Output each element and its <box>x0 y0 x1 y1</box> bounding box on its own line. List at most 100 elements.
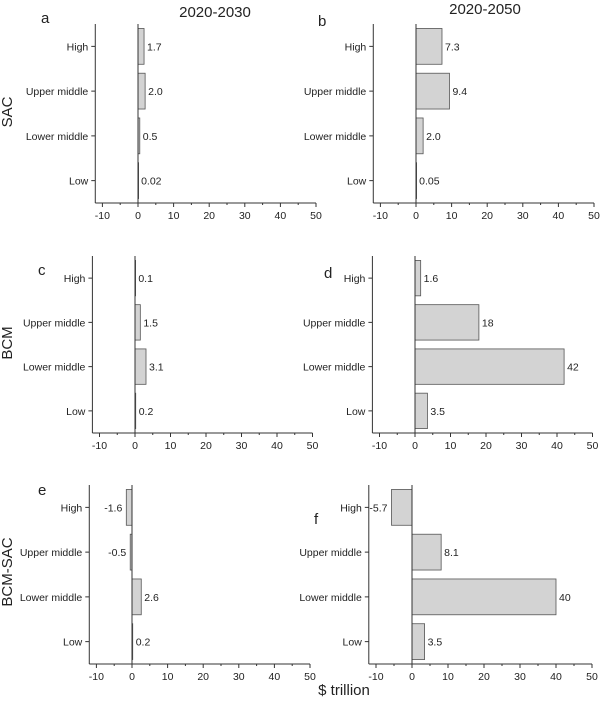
value-label: 1.6 <box>424 273 439 285</box>
value-label: 8.1 <box>444 547 459 559</box>
value-label: 42 <box>567 362 579 374</box>
category-label: Upper middle <box>23 317 86 329</box>
value-label: 0.05 <box>419 176 440 188</box>
category-label: High <box>345 41 367 53</box>
x-tick-label: -10 <box>373 210 388 222</box>
panel-d: d High 1.6 Upper middle 18 Lower middle 42 Low 3… <box>303 256 599 452</box>
value-label: 3.5 <box>428 637 443 649</box>
row-title-bcm-sac: BCM-SAC <box>0 537 16 606</box>
bar <box>414 348 565 385</box>
x-tick-label: 50 <box>587 440 599 452</box>
bar <box>415 72 450 110</box>
value-label: 2.0 <box>148 86 163 98</box>
x-tick-label: -10 <box>372 440 387 452</box>
panels-group: a High 1.7 Upper middle 2.0 Lower middle 0.5 Lo… <box>20 10 600 683</box>
value-label: 0.2 <box>136 637 151 649</box>
category-label: Upper middle <box>26 86 89 98</box>
value-label: 40 <box>559 592 571 604</box>
x-tick-label: 20 <box>478 671 490 683</box>
category-label: Upper middle <box>303 317 366 329</box>
x-tick-label: 40 <box>271 440 283 452</box>
x-tick-label: 40 <box>551 440 563 452</box>
x-tick-label: 10 <box>168 210 180 222</box>
column-title-right: 2020-2050 <box>449 1 521 18</box>
panel-e: e High -1.6 Upper middle -0.5 Lower middle 2.6… <box>20 482 316 683</box>
x-tick-label: 0 <box>135 210 141 222</box>
value-label: 1.7 <box>147 41 162 53</box>
category-label: Low <box>347 176 367 188</box>
panel-b: b High 7.3 Upper middle 9.4 Lower middle 2.0 Lo… <box>304 13 600 222</box>
value-label: 0.02 <box>141 176 162 188</box>
x-tick-label: 10 <box>162 671 174 683</box>
bar <box>137 28 145 65</box>
bar <box>411 578 557 616</box>
category-label: Lower middle <box>26 131 89 143</box>
x-tick-label: 10 <box>165 440 177 452</box>
bar <box>414 304 480 341</box>
x-tick-label: -10 <box>89 671 104 683</box>
x-tick-label: 0 <box>413 210 419 222</box>
x-tick-label: 30 <box>516 440 528 452</box>
bar <box>411 623 426 660</box>
x-tick-label: -10 <box>92 440 107 452</box>
value-label: 0.5 <box>143 131 158 143</box>
x-tick-label: 30 <box>239 210 251 222</box>
category-label: High <box>344 273 366 285</box>
value-label: 18 <box>482 317 494 329</box>
category-label: Lower middle <box>304 131 367 143</box>
bar <box>415 117 424 155</box>
panel-letter: b <box>318 13 326 30</box>
category-label: Lower middle <box>23 362 86 374</box>
x-tick-label: 30 <box>517 210 529 222</box>
category-label: Low <box>69 176 89 188</box>
category-label: Upper middle <box>304 86 367 98</box>
x-tick-label: 20 <box>203 210 215 222</box>
row-title-bcm: BCM <box>0 326 16 359</box>
bar <box>411 533 442 571</box>
bar <box>414 260 422 297</box>
value-label: 3.5 <box>430 406 445 418</box>
value-label: 7.3 <box>445 41 460 53</box>
column-title-left: 2020-2030 <box>179 4 251 21</box>
bar <box>391 489 413 526</box>
panel-letter: c <box>38 262 46 279</box>
x-tick-label: 10 <box>442 671 454 683</box>
x-tick-label: 30 <box>236 440 248 452</box>
category-label: Low <box>343 637 363 649</box>
panel-letter: d <box>324 265 332 282</box>
x-tick-label: 0 <box>129 671 135 683</box>
bar <box>415 28 443 65</box>
x-tick-label: 20 <box>480 440 492 452</box>
x-tick-label: 40 <box>553 210 565 222</box>
x-tick-label: 20 <box>481 210 493 222</box>
category-label: High <box>64 273 86 285</box>
x-tick-label: 50 <box>307 440 319 452</box>
panel-letter: e <box>38 482 46 499</box>
x-tick-label: 0 <box>132 440 138 452</box>
panel-letter: f <box>314 511 319 528</box>
bar <box>137 72 146 110</box>
x-tick-label: 50 <box>586 671 598 683</box>
x-tick-label: 50 <box>310 210 322 222</box>
x-tick-label: 0 <box>409 671 415 683</box>
x-tick-label: -10 <box>368 671 383 683</box>
bar <box>134 304 141 341</box>
value-label: 9.4 <box>452 86 467 98</box>
category-label: Low <box>346 406 366 418</box>
x-tick-label: 20 <box>200 440 212 452</box>
value-label: 0.1 <box>138 273 153 285</box>
x-tick-label: 0 <box>412 440 418 452</box>
value-label: -0.5 <box>108 547 126 559</box>
x-tick-label: 50 <box>588 210 600 222</box>
x-tick-label: 10 <box>445 440 457 452</box>
x-tick-label: 20 <box>197 671 209 683</box>
value-label: -5.7 <box>369 502 387 514</box>
category-label: Low <box>66 406 86 418</box>
x-tick-label: 30 <box>233 671 245 683</box>
value-label: 2.6 <box>144 592 159 604</box>
row-title-sac: SAC <box>0 96 16 127</box>
category-label: Upper middle <box>20 547 83 559</box>
value-label: -1.6 <box>104 502 122 514</box>
category-label: Upper middle <box>299 547 362 559</box>
